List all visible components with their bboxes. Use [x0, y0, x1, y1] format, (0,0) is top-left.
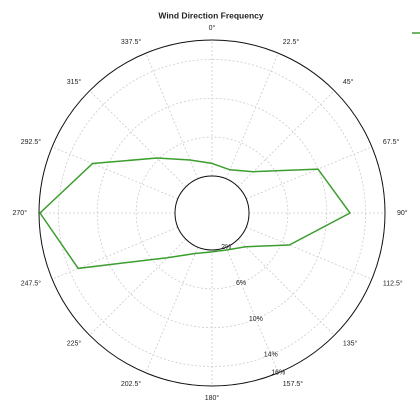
- angle-tick-label: 180°: [205, 394, 220, 402]
- angle-tick-label: 45°: [343, 78, 354, 86]
- spoke: [246, 146, 372, 200]
- angle-tick-label: 90°: [397, 209, 408, 217]
- spoke: [89, 90, 187, 188]
- spoke: [225, 247, 279, 373]
- outer-circle: [38, 39, 386, 387]
- radial-tick-label: 6%: [236, 280, 246, 287]
- spoke: [145, 247, 199, 373]
- series-line: [39, 157, 352, 270]
- angle-tick-label: 22.5°: [283, 38, 300, 46]
- angle-tick-label: 315°: [67, 78, 82, 86]
- spoke: [52, 146, 178, 200]
- spoke: [246, 226, 372, 280]
- radial-tick-label: 14%: [264, 352, 278, 359]
- angle-tick-label: 112.5°: [383, 280, 403, 288]
- angle-tick-label: 67.5°: [383, 138, 400, 146]
- angle-tick-label: 135°: [343, 340, 358, 348]
- spoke: [89, 238, 187, 336]
- radial-tick-label: 2%: [221, 244, 231, 251]
- spoke: [237, 238, 335, 336]
- grid-circle: [135, 136, 289, 290]
- spoke: [225, 53, 279, 179]
- inner-circle: [174, 175, 250, 251]
- angle-tick-label: 247.5°: [21, 280, 42, 288]
- spoke: [145, 53, 199, 179]
- angle-tick-label: 202.5°: [121, 380, 142, 388]
- angle-tick-label: 157.5°: [283, 380, 304, 388]
- spoke: [237, 90, 335, 188]
- angle-tick-label: 270°: [13, 209, 28, 217]
- angle-tick-label: 337.5°: [121, 38, 142, 46]
- radial-tick-label: 10%: [249, 316, 263, 323]
- radial-tick-label: 16%: [271, 370, 285, 377]
- spoke: [52, 226, 178, 280]
- angle-tick-label: 225°: [67, 340, 82, 348]
- chart-title: Wind Direction Frequency: [158, 10, 264, 20]
- angle-tick-label: 292.5°: [21, 138, 42, 146]
- angle-tick-label: 0°: [209, 24, 216, 32]
